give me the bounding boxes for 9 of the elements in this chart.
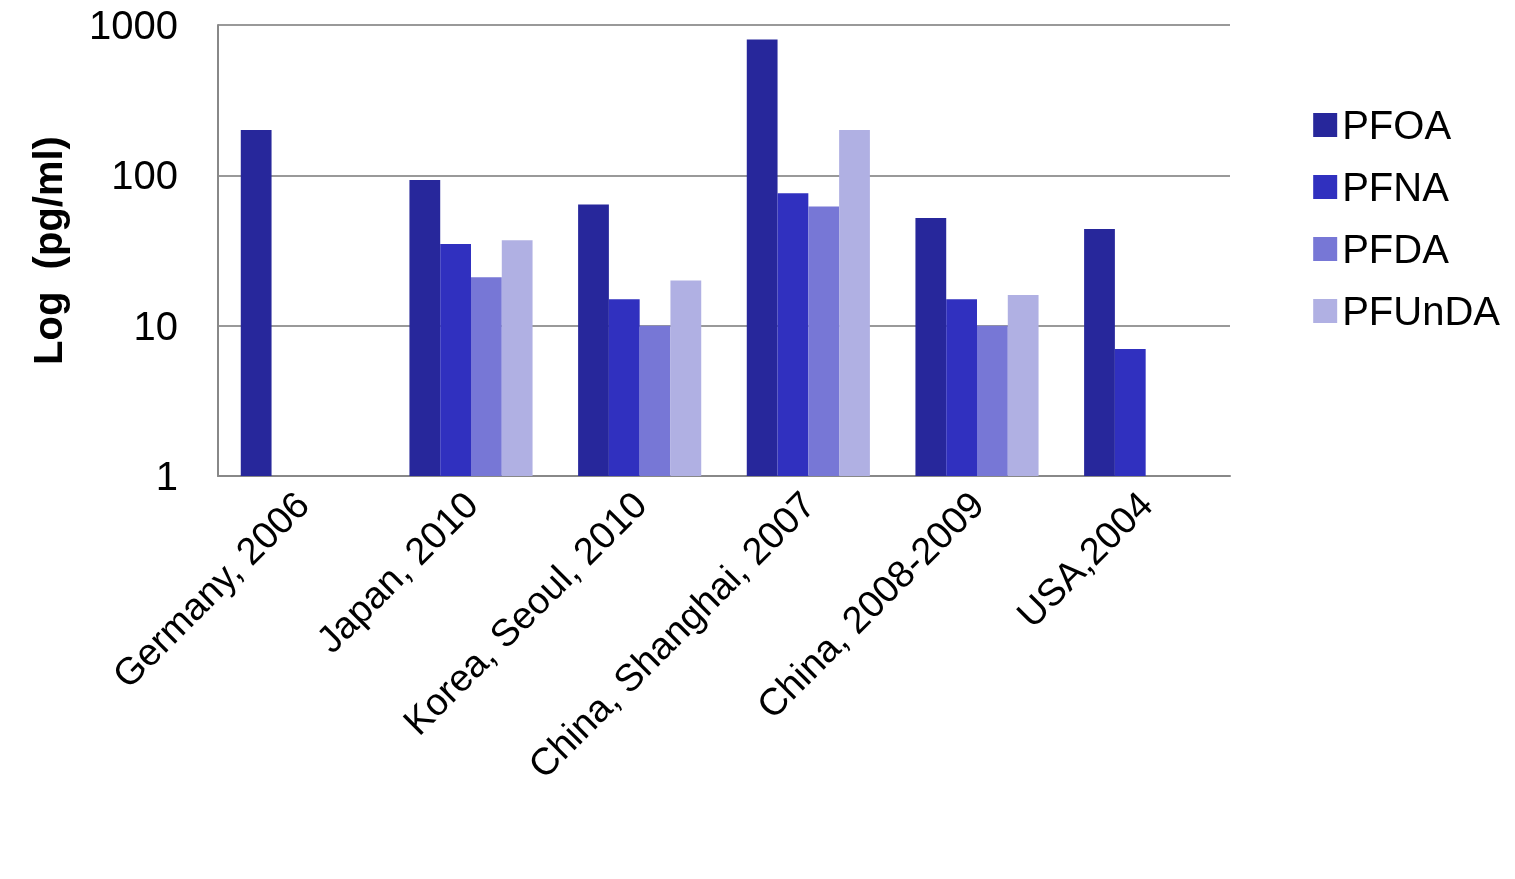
y-tick-label: 100 (111, 153, 178, 198)
y-axis-title: Log (pg/ml) (26, 136, 70, 365)
legend-label: PFNA (1342, 165, 1450, 209)
legend-label: PFOA (1342, 103, 1452, 147)
y-tick-label: 1 (155, 454, 178, 498)
y-tick-label: 10 (133, 303, 178, 348)
y-tick-label: 1000 (89, 3, 178, 47)
legend-label: PFDA (1342, 227, 1450, 271)
legend-label: PFUnDA (1342, 289, 1501, 333)
